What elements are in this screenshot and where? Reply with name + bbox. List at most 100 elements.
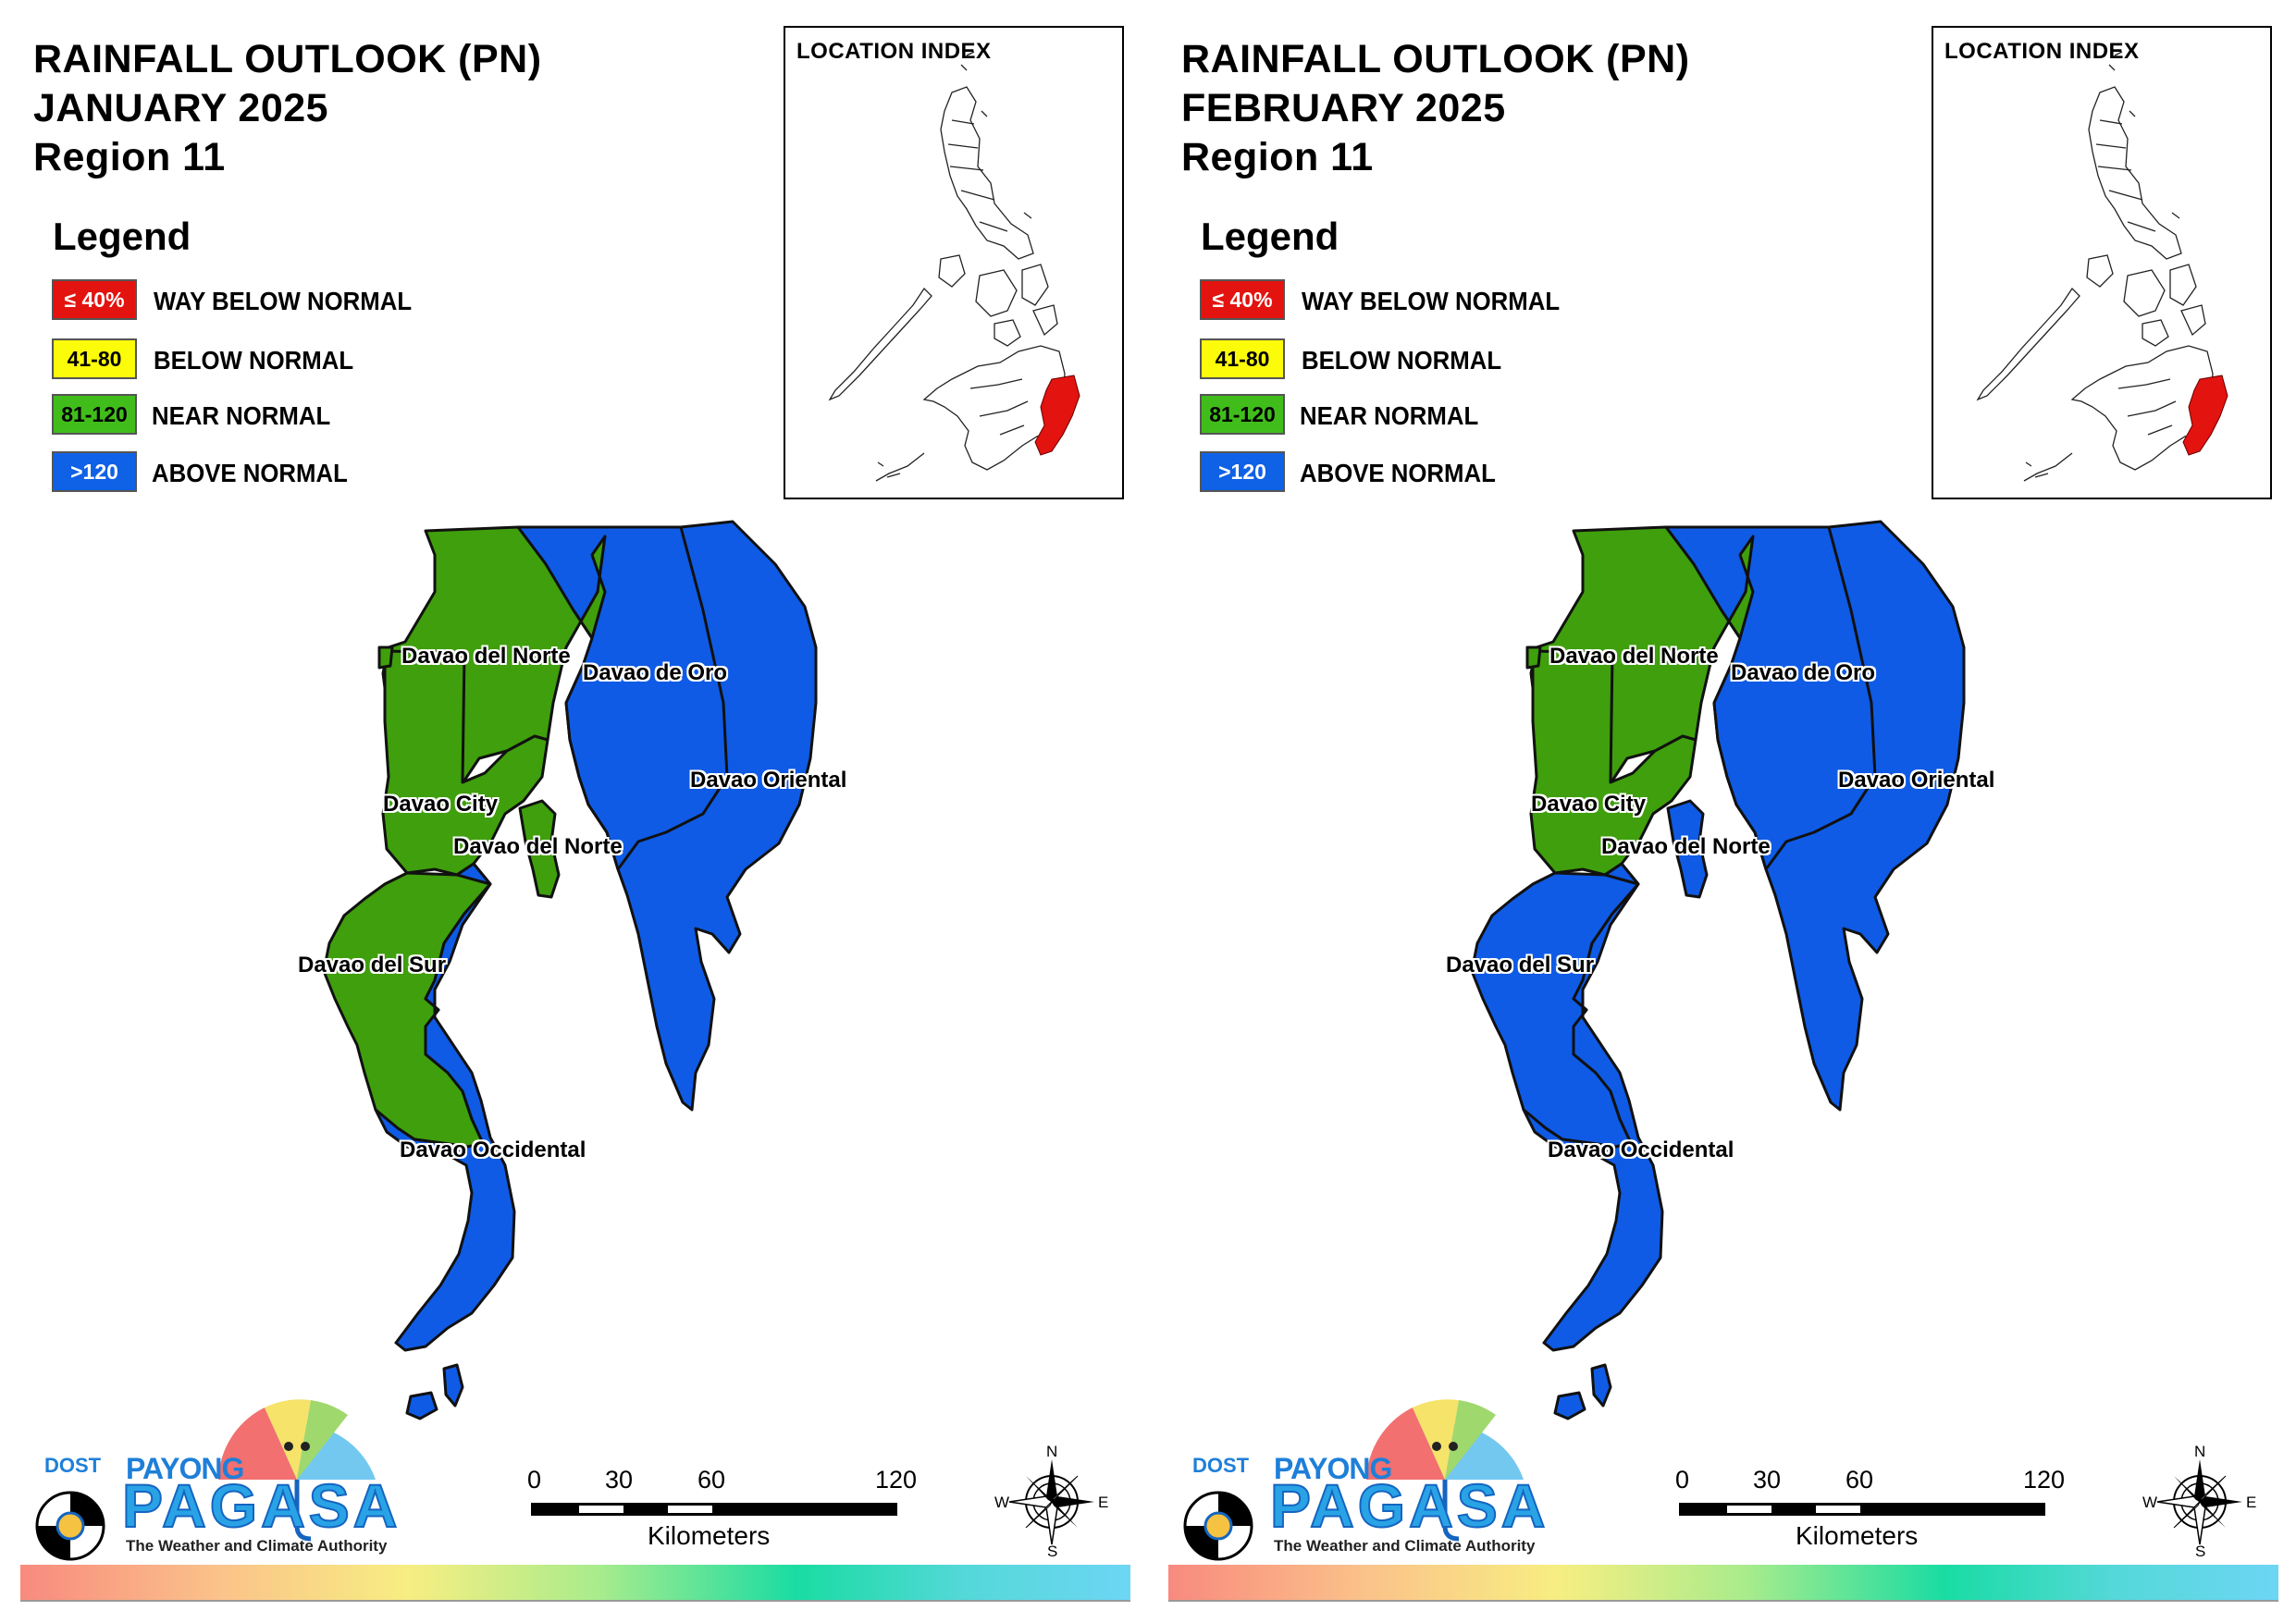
label-davao-oriental: Davao Oriental (690, 768, 847, 793)
region-11-map (1470, 520, 1966, 1420)
label-davao-del-norte: Davao del Norte (401, 644, 571, 669)
scale-tick-0: 0 (527, 1466, 542, 1494)
label-davao-occidental: Davao Occidental (400, 1137, 586, 1162)
footer-divider (20, 1600, 1130, 1602)
compass-e: E (1098, 1494, 1109, 1511)
pagasa-label: PAGASA (1269, 1470, 1549, 1541)
location-index: LOCATION INDEX (784, 26, 1124, 499)
legend-label: WAY BELOW NORMAL (154, 287, 413, 315)
legend-title: Legend (1201, 215, 1339, 258)
legend-label: BELOW NORMAL (1302, 346, 1502, 375)
mindoro-outline (2086, 254, 2114, 288)
label-davao-de-oro: Davao de Oro (1731, 660, 1876, 685)
visayas-outline (2123, 264, 2206, 347)
scale-tick-120: 120 (875, 1466, 918, 1494)
tagline: The Weather and Climate Authority (1274, 1537, 1536, 1555)
label-davao-del-sur: Davao del Sur (298, 953, 447, 977)
province-davao-del-norte-island (1666, 799, 1709, 899)
mindoro-outline (938, 254, 966, 288)
compass-rose-icon (2156, 1459, 2242, 1545)
label-davao-del-norte-island: Davao del Norte (453, 834, 623, 859)
scale-tick-60: 60 (697, 1466, 726, 1494)
payong-label: PAYONG (1274, 1452, 1392, 1485)
dost-label: DOST (1192, 1454, 1250, 1477)
province-davao-del-sur (322, 862, 492, 1149)
scale-tick-30: 30 (605, 1466, 634, 1494)
legend-label: BELOW NORMAL (154, 346, 354, 375)
label-davao-city: Davao City (1531, 792, 1647, 817)
compass-s: S (1047, 1543, 1058, 1560)
location-index: LOCATION INDEX (1932, 26, 2272, 499)
label-davao-de-oro: Davao de Oro (583, 660, 728, 685)
scale-unit: Kilometers (1796, 1521, 1919, 1550)
province-davao-del-sur (1470, 862, 1640, 1149)
mindanao-outline (922, 345, 1066, 471)
philippines-outline (1976, 51, 2228, 482)
province-davao-city (381, 649, 549, 877)
compass-s: S (2195, 1543, 2206, 1560)
mindanao-outline (2070, 345, 2214, 471)
scale-tick-120: 120 (2023, 1466, 2066, 1494)
label-davao-del-norte-island: Davao del Norte (1601, 834, 1771, 859)
title-line-1: RAINFALL OUTLOOK (PN) (1181, 37, 1690, 81)
panel-february: RAINFALL OUTLOOK (PN) FEBRUARY 2025 Regi… (1148, 0, 2296, 1623)
footer-divider (1168, 1600, 2278, 1602)
compass-n: N (2194, 1443, 2206, 1460)
footer-gradient-bar (20, 1565, 1130, 1600)
label-davao-del-norte: Davao del Norte (1549, 644, 1719, 669)
province-davao-occidental (374, 862, 516, 1352)
legend-title: Legend (53, 215, 191, 258)
umbrella-icon (35, 1399, 376, 1561)
compass-n: N (1046, 1443, 1058, 1460)
legend-label: NEAR NORMAL (1300, 401, 1479, 430)
pagasa-label: PAGASA (121, 1470, 401, 1541)
label-davao-oriental: Davao Oriental (1838, 768, 1995, 793)
payong-pagasa-logo: DOST PAYONG PAGASA The Weather and Clima… (1181, 1387, 1546, 1563)
legend-swatch: 41-80 (1200, 338, 1285, 379)
title-line-3: Region 11 (1181, 135, 1374, 179)
panel-january: RAINFALL OUTLOOK (PN) JANUARY 2025 Regio… (20, 26, 1130, 1602)
legend-label: ABOVE NORMAL (152, 459, 348, 487)
scale-tick-60: 60 (1845, 1466, 1874, 1494)
dost-label: DOST (44, 1454, 102, 1477)
island-small (377, 646, 394, 670)
legend-label: NEAR NORMAL (152, 401, 331, 430)
compass-w: W (994, 1494, 1010, 1511)
palawan-outline (1976, 287, 2080, 401)
legend-swatch: ≤ 40% (1200, 279, 1285, 320)
label-davao-del-sur: Davao del Sur (1446, 953, 1595, 977)
province-davao-city (1529, 649, 1697, 877)
luzon-outline (940, 86, 1034, 260)
north-arrow: N S E W (994, 1443, 1110, 1560)
region-11-highlight (2182, 375, 2228, 456)
label-davao-city: Davao City (383, 792, 499, 817)
legend-label: ABOVE NORMAL (1300, 459, 1496, 487)
philippines-outline (828, 51, 1080, 482)
visayas-outline (975, 264, 1058, 347)
legend-swatch: >120 (1200, 451, 1285, 492)
scale-bar-graphic (1679, 1503, 2045, 1516)
province-davao-del-norte-island (518, 799, 561, 899)
island-sarangani (405, 1363, 464, 1420)
umbrella-icon (1183, 1399, 1524, 1561)
title-line-2: FEBRUARY 2025 (1181, 86, 1506, 130)
legend-swatch: 41-80 (52, 338, 137, 379)
scale-bar: 0 30 60 120 Kilometers (527, 1466, 918, 1568)
map-title: RAINFALL OUTLOOK (PN) JANUARY 2025 Regio… (33, 35, 542, 182)
scale-bar: 0 30 60 120 Kilometers (1675, 1466, 2066, 1568)
legend-swatch: 81-120 (1200, 394, 1285, 435)
location-index-title: LOCATION INDEX (1944, 39, 2140, 64)
compass-e: E (2246, 1494, 2257, 1511)
location-index-title: LOCATION INDEX (796, 39, 992, 64)
map-title: RAINFALL OUTLOOK (PN) FEBRUARY 2025 Regi… (1181, 35, 1690, 182)
footer-gradient-bar (1168, 1565, 2278, 1600)
scale-unit: Kilometers (648, 1521, 771, 1550)
island-small (1525, 646, 1542, 670)
palawan-outline (828, 287, 932, 401)
province-davao-occidental (1522, 862, 1664, 1352)
legend-label: WAY BELOW NORMAL (1302, 287, 1561, 315)
legend-swatch: 81-120 (52, 394, 137, 435)
title-line-3: Region 11 (33, 135, 226, 179)
scale-tick-0: 0 (1675, 1466, 1690, 1494)
region-11-map (322, 520, 818, 1420)
